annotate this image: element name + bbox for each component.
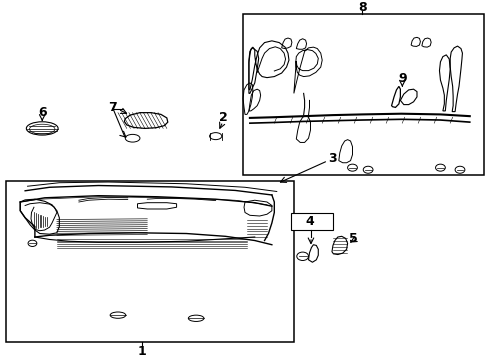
Bar: [243, 14, 485, 175]
Text: 4: 4: [305, 215, 314, 228]
Bar: [292, 213, 333, 230]
Text: 7: 7: [108, 101, 117, 114]
Text: 2: 2: [219, 111, 227, 125]
Text: 6: 6: [38, 106, 47, 119]
Text: 3: 3: [329, 152, 337, 165]
Text: 1: 1: [138, 346, 147, 359]
Text: 9: 9: [398, 72, 407, 85]
Text: 8: 8: [358, 1, 367, 14]
Text: 5: 5: [349, 232, 358, 245]
Bar: [5, 181, 294, 342]
